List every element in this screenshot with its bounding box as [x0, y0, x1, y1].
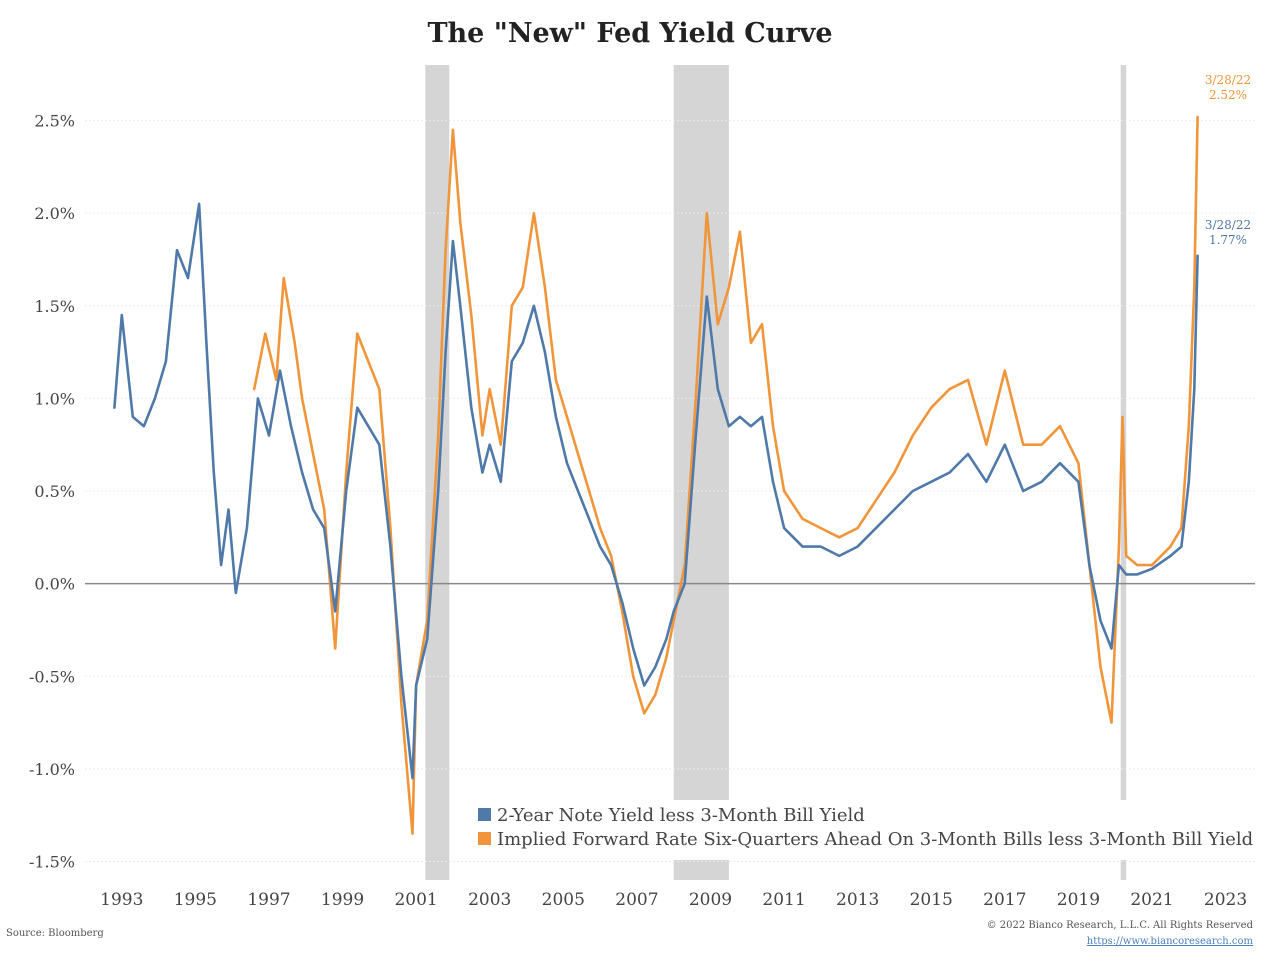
legend-label-2-year: 2-Year Note Yield less 3-Month Bill Yiel… [497, 805, 865, 826]
x-tick-label: 2013 [836, 890, 879, 910]
x-tick-label: 2017 [983, 890, 1026, 910]
series-lines [113, 115, 1199, 836]
y-tick-label: 0.0% [34, 575, 75, 594]
annotation-value: 1.77% [1209, 233, 1247, 247]
legend-swatch-forward-rate [478, 832, 491, 845]
annotation-date: 3/28/22 [1205, 73, 1251, 87]
x-tick-label: 2019 [1057, 890, 1100, 910]
y-tick-label: 2.5% [34, 112, 75, 131]
source-note: Source: Bloomberg [6, 928, 104, 939]
x-tick-label: 2005 [542, 890, 585, 910]
y-tick-label: 0.5% [34, 482, 75, 501]
series-line-2-year [113, 202, 1199, 780]
y-tick-label: 1.0% [34, 389, 75, 408]
x-tick-label: 2003 [468, 890, 511, 910]
chart-title: The "New" Fed Yield Curve [427, 18, 833, 49]
x-tick-label: 1997 [247, 890, 290, 910]
x-tick-label: 2001 [394, 890, 437, 910]
y-tick-label: 1.5% [34, 297, 75, 316]
y-tick-label: -1.5% [29, 852, 75, 871]
gridlines [85, 120, 1255, 862]
x-tick-label: 2015 [910, 890, 953, 910]
copyright-note: © 2022 Bianco Research, L.L.C. All Right… [986, 920, 1253, 931]
x-tick-label: 1995 [174, 890, 217, 910]
website-link[interactable]: https://www.biancoresearch.com [1086, 936, 1253, 947]
y-tick-label: -0.5% [29, 667, 75, 686]
x-tick-label: 1999 [321, 890, 364, 910]
y-axis: -1.5% -1.0% -0.5% 0.0% 0.5% 1.0% 1.5% 2.0% 2.5% [29, 112, 75, 872]
annotation-value: 2.52% [1209, 88, 1247, 102]
legend-label-forward-rate: Implied Forward Rate Six-Quarters Ahead … [497, 829, 1253, 850]
x-tick-label: 2009 [689, 890, 732, 910]
recession-band [673, 65, 729, 880]
x-tick-label: 2023 [1204, 890, 1247, 910]
recession-bands [425, 65, 1127, 880]
legend: 2-Year Note Yield less 3-Month Bill Yiel… [473, 800, 1255, 860]
y-tick-label: 2.0% [34, 204, 75, 223]
legend-background [473, 800, 1255, 860]
annotation-date: 3/28/22 [1205, 218, 1251, 232]
x-tick-label: 2021 [1130, 890, 1173, 910]
x-tick-label: 2007 [615, 890, 658, 910]
x-tick-label: 1993 [100, 890, 143, 910]
y-tick-label: -1.0% [29, 760, 75, 779]
x-axis: 1993 1995 1997 1999 2001 2003 2005 2007 2009 2011… [100, 890, 1247, 910]
annotations: 3/28/222.52%3/28/221.77% [1205, 73, 1251, 247]
x-tick-label: 2011 [762, 890, 805, 910]
legend-swatch-2-year [478, 808, 491, 821]
